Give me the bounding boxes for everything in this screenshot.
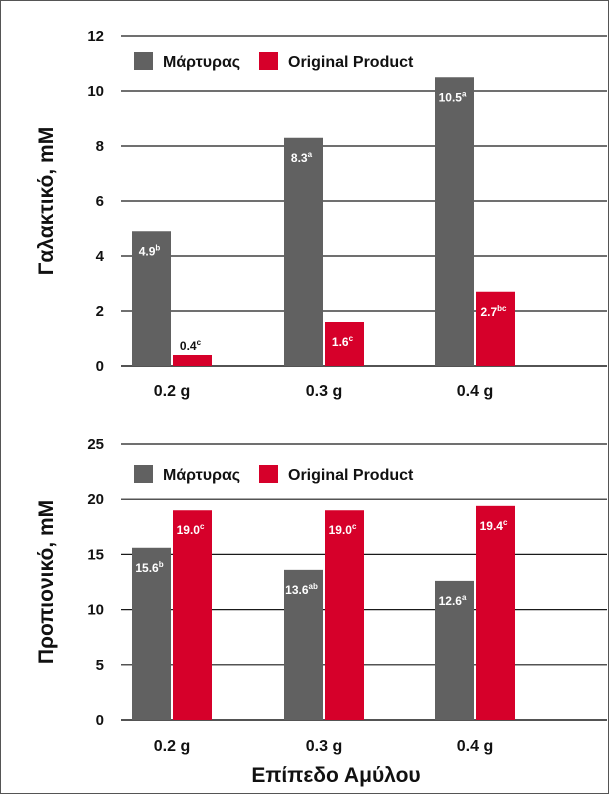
significance-letter: c <box>349 334 354 343</box>
legend-swatch <box>259 465 278 483</box>
significance-letter: b <box>159 560 164 569</box>
control-bar <box>284 137 323 366</box>
y-tick-label: 15 <box>87 546 104 563</box>
control-bar <box>284 569 323 720</box>
data-label: 19.0c <box>177 522 205 537</box>
data-label: 12.6a <box>439 593 467 608</box>
product-bar <box>173 355 212 366</box>
y-tick-label: 0 <box>96 358 104 375</box>
significance-letter: c <box>200 522 205 531</box>
product-bar <box>476 505 515 720</box>
significance-letter: c <box>197 338 202 347</box>
control-bar <box>132 231 171 366</box>
y-axis-label: Γαλακτικό, mM <box>35 127 58 275</box>
control-bar <box>435 580 474 720</box>
y-tick-label: 5 <box>96 657 104 674</box>
data-label: 19.4c <box>480 518 508 533</box>
legend-label: Μάρτυρας <box>163 467 240 484</box>
x-tick-label: 0.3 g <box>306 738 342 755</box>
y-tick-label: 4 <box>96 248 105 265</box>
significance-letter: ab <box>309 582 318 591</box>
y-tick-label: 10 <box>87 602 104 619</box>
data-label: 15.6b <box>135 560 163 575</box>
x-tick-label: 0.2 g <box>154 738 190 755</box>
product-bar <box>173 510 212 720</box>
lactate-chart-panel: 0 2 4 6 8 10 12 Γαλακτικό, mM Μάρτυρας Original P… <box>35 28 607 400</box>
y-axis-label: Προπιονικό, mM <box>35 500 58 664</box>
significance-letter: a <box>308 150 313 159</box>
y-tick-label: 12 <box>87 28 104 45</box>
data-label: 0.4c <box>180 338 202 353</box>
y-tick-label: 10 <box>87 83 104 100</box>
y-tick-label: 25 <box>87 436 104 453</box>
legend-label: Μάρτυρας <box>163 54 240 71</box>
data-label: 8.3a <box>291 150 313 165</box>
data-label: 4.9b <box>139 243 161 258</box>
significance-letter: a <box>462 593 467 602</box>
significance-letter: c <box>352 522 357 531</box>
y-tick-label: 0 <box>96 712 104 729</box>
x-tick-label: 0.4 g <box>457 738 493 755</box>
x-tick-label: 0.4 g <box>457 383 493 400</box>
legend-label: Original Product <box>288 467 414 484</box>
data-label: 10.5a <box>439 89 467 104</box>
legend-label: Original Product <box>288 54 414 71</box>
y-tick-label: 6 <box>96 193 104 210</box>
x-tick-label: 0.2 g <box>154 383 190 400</box>
data-label: 19.0c <box>329 522 357 537</box>
product-bar <box>476 291 515 366</box>
y-tick-label: 8 <box>96 138 104 155</box>
significance-letter: c <box>503 518 508 527</box>
legend-swatch <box>134 465 153 483</box>
data-label: 1.6c <box>332 334 354 349</box>
control-bar <box>435 77 474 366</box>
significance-letter: b <box>155 243 160 252</box>
significance-letter: bc <box>497 304 507 313</box>
product-bar <box>325 510 364 720</box>
legend-swatch <box>259 52 278 70</box>
y-tick-label: 20 <box>87 491 104 508</box>
x-axis-label: Επίπεδο Αμύλου <box>251 764 420 787</box>
legend-swatch <box>134 52 153 70</box>
y-tick-label: 2 <box>96 303 104 320</box>
control-bar <box>132 547 171 720</box>
propionate-chart-panel: 0 5 10 15 20 25 Προπιονικό, mM Μάρτυρας Original… <box>35 436 607 755</box>
product-bar <box>325 322 364 366</box>
significance-letter: a <box>462 89 467 98</box>
x-tick-label: 0.3 g <box>306 383 342 400</box>
